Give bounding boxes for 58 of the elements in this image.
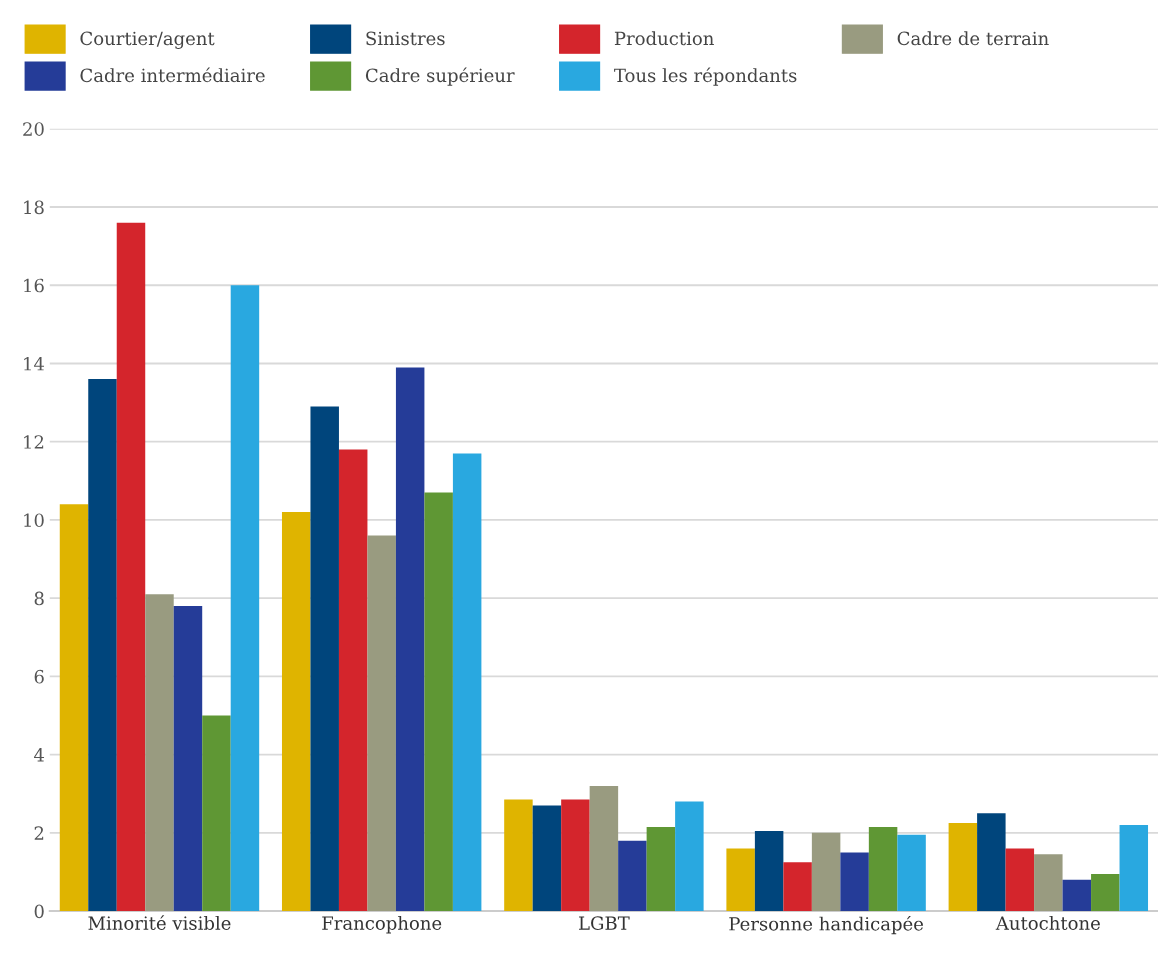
legend-label: Cadre supérieur — [365, 67, 515, 86]
y-tick-label: 12 — [24, 435, 44, 449]
legend-label: Production — [614, 31, 714, 46]
y-tick-label: 18 — [24, 200, 44, 215]
bar — [452, 453, 482, 912]
bar — [116, 222, 146, 912]
bar — [897, 834, 926, 912]
bar — [868, 826, 898, 912]
legend-label: Courtier/agent — [80, 31, 215, 49]
bar — [367, 535, 396, 912]
bar — [1034, 854, 1063, 912]
x-tick-label: Minorité visible — [88, 915, 231, 930]
bar — [783, 862, 812, 912]
y-tick-label: 2 — [34, 826, 44, 840]
bar — [840, 852, 869, 912]
bar — [1005, 848, 1035, 912]
y-tick-label: 6 — [34, 669, 44, 684]
y-tick-label: 14 — [24, 356, 45, 371]
y-tick-label: 20 — [23, 122, 44, 136]
bar — [675, 801, 704, 912]
bar — [811, 832, 841, 912]
bar — [395, 367, 425, 912]
bar — [281, 512, 311, 912]
bar — [1062, 879, 1092, 912]
legend-label: Sinistres — [366, 31, 445, 46]
bar — [88, 379, 117, 912]
bar — [948, 823, 978, 912]
bar — [59, 504, 89, 912]
bar — [726, 848, 755, 912]
bar — [145, 594, 174, 912]
bar — [532, 805, 562, 912]
y-tick-label: 10 — [24, 513, 44, 528]
bar — [424, 492, 453, 912]
bar — [230, 285, 260, 912]
legend-label: Cadre intermédiaire — [80, 67, 265, 83]
legend-label: Tous les répondants — [614, 67, 797, 86]
x-tick-label: Personne handicapée — [729, 915, 924, 935]
x-tick-label: LGBT — [579, 916, 630, 930]
bar — [646, 826, 676, 912]
bar — [1119, 825, 1149, 912]
y-tick-label: 8 — [34, 591, 44, 606]
bar — [589, 785, 619, 912]
bar — [1091, 873, 1120, 912]
y-tick-label: 16 — [24, 278, 44, 293]
bar — [504, 799, 533, 912]
bar — [202, 715, 231, 912]
bar — [561, 799, 590, 912]
x-tick-label: Francophone — [322, 915, 442, 934]
bar — [754, 830, 784, 912]
x-tick-label: Autochtone — [995, 915, 1100, 930]
legend-label: Cadre de terrain — [897, 31, 1049, 46]
bar — [338, 449, 368, 912]
bar — [173, 605, 203, 912]
bar — [310, 406, 339, 912]
y-tick-label: 4 — [34, 748, 45, 762]
y-tick-label: 0 — [34, 904, 44, 919]
bar — [618, 840, 647, 912]
bar — [977, 813, 1006, 912]
